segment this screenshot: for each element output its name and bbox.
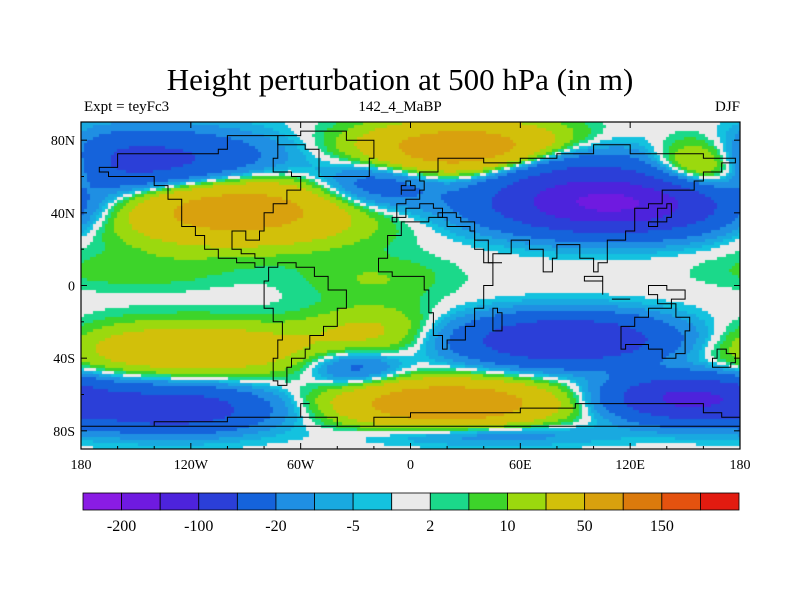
coastline-segment <box>378 216 502 350</box>
colorbar-label: 50 <box>577 518 593 535</box>
x-tick-label: 60W <box>287 458 315 473</box>
colorbar-label: 10 <box>499 518 515 535</box>
coastline-outline <box>81 130 741 427</box>
y-tick-label: 40N <box>51 207 75 222</box>
colorbar-label: -100 <box>184 518 213 535</box>
y-tick-label: 80S <box>53 425 75 440</box>
colorbar-label: 2 <box>426 518 434 535</box>
coastline-segment <box>391 144 736 273</box>
coastline-segment <box>81 403 741 427</box>
colorbar-label: -5 <box>346 518 359 535</box>
colorbar-swatch <box>275 492 315 511</box>
coastline-segment <box>400 180 416 195</box>
colorbar-swatch <box>314 492 354 511</box>
coastline-segment <box>712 348 736 368</box>
coastline-segment <box>583 275 604 295</box>
colorbar-swatch <box>622 492 663 511</box>
colorbar-label: -200 <box>107 518 136 535</box>
x-tick-label: 120E <box>615 458 645 473</box>
case-label: 142_4_MaBP <box>358 99 442 115</box>
coastline-segment <box>620 303 691 359</box>
season-label: DJF <box>714 99 740 115</box>
x-tick-label: 60E <box>509 458 532 473</box>
y-tick-label: 40S <box>53 352 75 367</box>
colorbar-swatch <box>584 492 624 511</box>
coastline-segment <box>648 203 672 227</box>
longitude-axis: 180 120W 60W 0 60E 120E 180 <box>71 122 751 473</box>
colorbar-swatch <box>507 492 547 511</box>
colorbar-swatch <box>545 492 586 511</box>
colorbar-label: 150 <box>650 518 674 535</box>
height-field-raster <box>81 122 740 449</box>
colorbar-swatch <box>700 492 740 511</box>
colorbar-swatch <box>198 492 238 511</box>
y-tick-label: 80N <box>51 134 75 149</box>
coastline-segment <box>98 135 302 268</box>
x-tick-label: 180 <box>71 458 92 473</box>
colorbar-swatch <box>429 492 470 511</box>
chart-title: Height perturbation at 500 hPa (in m) <box>166 62 634 97</box>
experiment-label: Expt = teyFc3 <box>84 99 170 115</box>
coastline-segment <box>277 130 375 177</box>
coastline-segment <box>263 262 347 386</box>
latitude-axis: 80N 40N 0 40S 80S <box>51 134 740 440</box>
x-tick-label: 120W <box>174 458 209 473</box>
colorbar-label: -20 <box>265 518 286 535</box>
colorbar-swatch <box>82 492 122 511</box>
colorbar-swatch <box>661 492 701 511</box>
coastline-segment <box>492 307 503 332</box>
coastline-segment <box>648 285 686 305</box>
y-tick-label: 0 <box>68 280 75 295</box>
colorbar: -200 -100 -20 -5 2 10 50 150 <box>82 492 740 535</box>
field-raster-container <box>81 122 740 449</box>
colorbar-swatch <box>352 492 393 511</box>
colorbar-swatch <box>468 492 508 511</box>
x-tick-label: 0 <box>407 458 414 473</box>
colorbar-swatch <box>236 492 277 511</box>
colorbar-swatch <box>159 492 200 511</box>
x-tick-label: 180 <box>730 458 751 473</box>
colorbar-swatch <box>391 492 431 511</box>
colorbar-swatch <box>121 492 161 511</box>
map-panel: 180 120W 60W 0 60E 120E 180 80N 40N 0 40S 80S <box>51 121 751 473</box>
